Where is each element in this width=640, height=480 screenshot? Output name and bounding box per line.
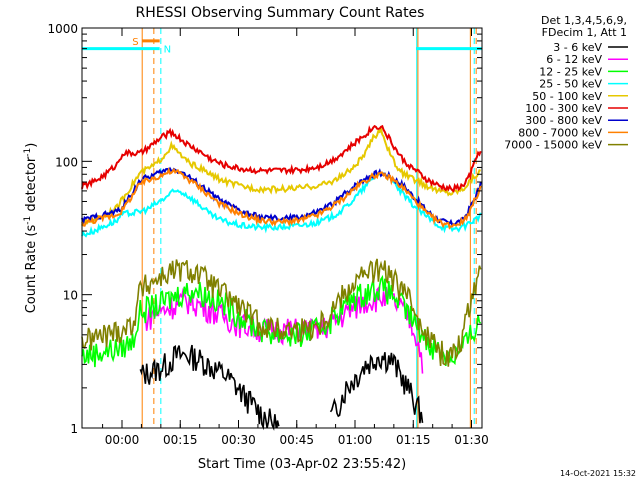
annotation-label-S: S xyxy=(132,37,138,48)
plot-area: SN xyxy=(81,28,482,431)
legend-label-3: 12 - 25 keV xyxy=(539,65,602,78)
y-tick-label-3: 1000 xyxy=(47,22,78,36)
y-tick-label-2: 100 xyxy=(55,155,78,169)
series-line-6 xyxy=(81,124,482,193)
series-line-1 xyxy=(139,344,424,431)
timestamp: 14-Oct-2021 15:32 xyxy=(560,469,636,478)
series-line-3 xyxy=(81,274,482,368)
series-line-5 xyxy=(81,125,481,226)
legend-label-8: 800 - 7000 keV xyxy=(518,126,602,139)
x-tick-label-2: 00:30 xyxy=(221,433,256,447)
x-tick-label-5: 01:15 xyxy=(396,433,431,447)
legend-label-2: 6 - 12 keV xyxy=(546,53,602,66)
series-line-8 xyxy=(81,167,482,230)
legend-header-1: FDecim 1, Att 1 xyxy=(542,26,627,39)
x-tick-label-4: 01:00 xyxy=(338,433,373,447)
legend-label-6: 100 - 300 keV xyxy=(525,102,602,115)
legend-label-4: 25 - 50 keV xyxy=(539,78,602,91)
legend: Det 1,3,4,5,6,9,FDecim 1, Att 1 3 - 6 keV… xyxy=(504,14,628,152)
x-tick-label-6: 01:30 xyxy=(454,433,489,447)
series-line-4 xyxy=(81,171,482,238)
plot-frame xyxy=(81,27,483,429)
legend-label-5: 50 - 100 keV xyxy=(532,90,602,103)
axes: 00:00 00:15 00:30 00:45 01:00 01:15 01:30 1 10 10… xyxy=(47,22,488,447)
x-tick-label-3: 00:45 xyxy=(279,433,314,447)
y-axis-label: Count Rate (s-1 detector-1) xyxy=(23,143,39,314)
y-tick-label-0: 1 xyxy=(70,422,78,436)
y-tick-label-1: 10 xyxy=(63,289,78,303)
series-line-9 xyxy=(81,258,482,367)
chart-title: RHESSI Observing Summary Count Rates xyxy=(136,5,425,21)
x-tick-label-0: 00:00 xyxy=(105,433,140,447)
legend-label-7: 300 - 800 keV xyxy=(525,114,602,127)
legend-label-9: 7000 - 15000 keV xyxy=(504,139,602,152)
x-tick-label-1: 00:15 xyxy=(163,433,198,447)
x-axis-label: Start Time (03-Apr-02 23:55:42) xyxy=(198,457,406,472)
legend-label-1: 3 - 6 keV xyxy=(553,41,602,54)
annotation-label-N: N xyxy=(164,45,171,56)
legend-header-0: Det 1,3,4,5,6,9, xyxy=(541,14,627,27)
